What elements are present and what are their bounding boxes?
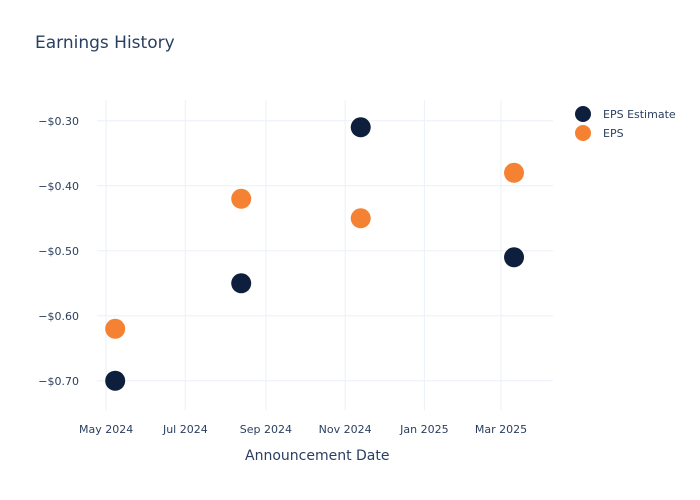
x-tick-label: Jul 2024 bbox=[162, 423, 208, 436]
legend-item[interactable]: EPS Estimate bbox=[575, 106, 676, 122]
legend-item[interactable]: EPS bbox=[575, 125, 624, 141]
x-tick-label: Mar 2025 bbox=[475, 423, 527, 436]
y-tick: −$0.60 bbox=[38, 310, 79, 323]
y-tick-label: −$0.60 bbox=[38, 310, 79, 323]
x-tick: Jul 2024 bbox=[162, 423, 208, 436]
x-axis-label: Announcement Date bbox=[245, 448, 390, 464]
y-tick: −$0.40 bbox=[38, 180, 79, 193]
legend-marker bbox=[575, 125, 591, 141]
legend-marker bbox=[575, 106, 591, 122]
legend-label: EPS bbox=[603, 127, 624, 140]
x-tick: May 2024 bbox=[79, 423, 133, 436]
x-tick: Jan 2025 bbox=[399, 423, 448, 436]
data-point-eps-estimate[interactable] bbox=[105, 370, 126, 391]
x-tick: Mar 2025 bbox=[475, 423, 527, 436]
data-point-eps[interactable] bbox=[105, 318, 126, 339]
y-tick: −$0.50 bbox=[38, 245, 79, 258]
data-point-eps-estimate[interactable] bbox=[504, 247, 525, 268]
data-point-eps[interactable] bbox=[231, 188, 252, 209]
data-point-eps-estimate[interactable] bbox=[231, 273, 252, 294]
x-axis-ticks: May 2024 Jul 2024 Sep 2024 Nov 2024 Jan 2025… bbox=[79, 423, 527, 436]
x-tick-label: May 2024 bbox=[79, 423, 133, 436]
y-tick-label: −$0.30 bbox=[38, 115, 79, 128]
y-tick-label: −$0.50 bbox=[38, 245, 79, 258]
data-point-eps[interactable] bbox=[504, 162, 525, 183]
grid-lines bbox=[97, 100, 553, 410]
data-point-eps[interactable] bbox=[350, 208, 371, 229]
y-tick: −$0.70 bbox=[38, 375, 79, 388]
y-tick: −$0.30 bbox=[38, 115, 79, 128]
x-tick-label: Nov 2024 bbox=[319, 423, 372, 436]
x-tick-label: Jan 2025 bbox=[399, 423, 448, 436]
x-tick: Sep 2024 bbox=[240, 423, 292, 436]
chart-title: Earnings History bbox=[35, 33, 175, 53]
x-tick: Nov 2024 bbox=[319, 423, 372, 436]
data-point-eps-estimate[interactable] bbox=[350, 117, 371, 138]
x-tick-label: Sep 2024 bbox=[240, 423, 292, 436]
legend-label: EPS Estimate bbox=[603, 108, 676, 121]
legend[interactable]: EPS Estimate EPS bbox=[575, 106, 676, 141]
data-points bbox=[105, 117, 525, 391]
y-axis-ticks: −$0.30 −$0.40 −$0.50 −$0.60 −$0.70 bbox=[38, 115, 79, 388]
y-tick-label: −$0.70 bbox=[38, 375, 79, 388]
y-tick-label: −$0.40 bbox=[38, 180, 79, 193]
